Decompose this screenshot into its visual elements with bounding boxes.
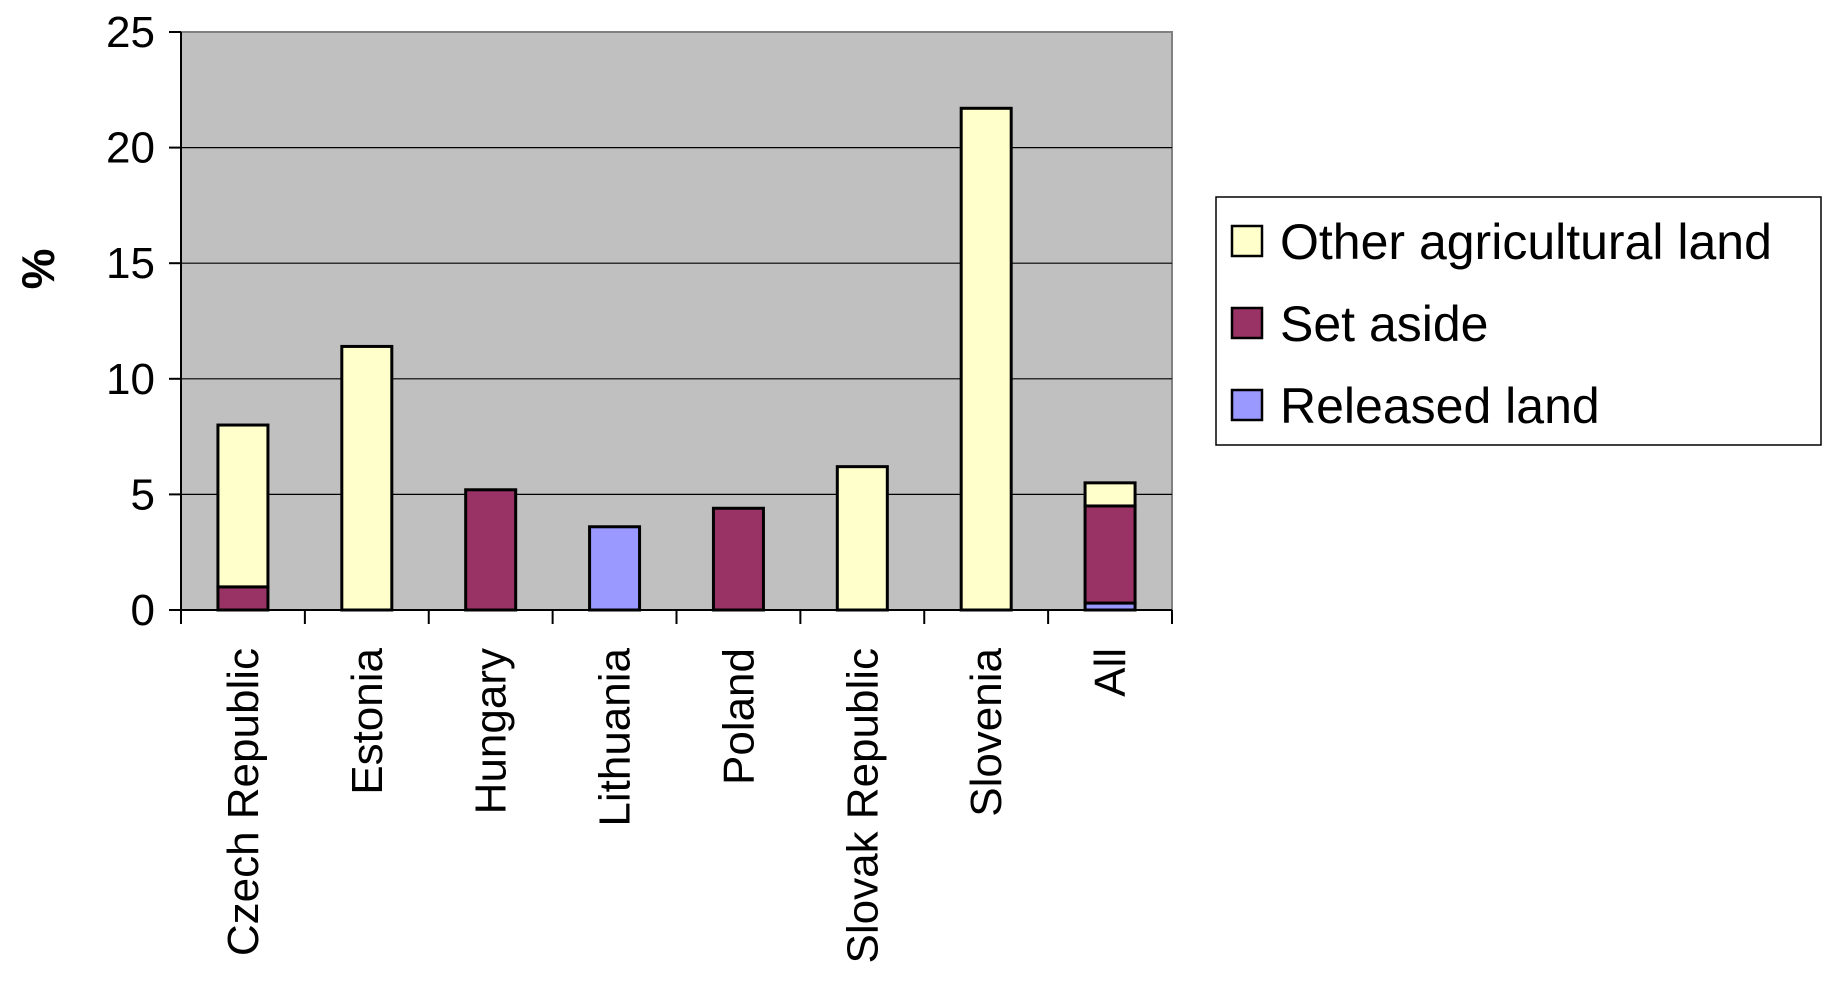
- legend-label: Set aside: [1280, 296, 1488, 352]
- x-tick-label: Poland: [714, 648, 763, 785]
- bar-segment: [1083, 504, 1137, 605]
- bars: [216, 106, 1137, 612]
- y-axis-label: %: [12, 249, 64, 290]
- bar-segment: [216, 423, 270, 589]
- x-tick-label: Estonia: [343, 647, 392, 794]
- legend-label: Released land: [1280, 378, 1600, 434]
- plot-area: [180, 31, 1173, 611]
- bar-segment: [959, 106, 1013, 612]
- x-tick-label: Slovenia: [962, 647, 1011, 816]
- y-tick-label: 10: [106, 355, 155, 404]
- y-tick-label: 5: [131, 470, 155, 519]
- bar-segment: [835, 465, 889, 612]
- y-tick-label: 20: [106, 124, 155, 173]
- bar-segment: [216, 585, 270, 612]
- legend-swatch: [1230, 224, 1264, 258]
- x-tick-labels: Czech Republic Estonia Hungary Lithuania Pol…: [219, 647, 1135, 963]
- legend-label: Other agricultural land: [1280, 214, 1772, 270]
- x-tick-label: Lithuania: [591, 647, 640, 826]
- x-tick-label: Czech Republic: [219, 648, 268, 956]
- legend-swatch: [1230, 306, 1264, 340]
- bar-segment: [588, 525, 642, 612]
- x-tick-label: All: [1086, 648, 1135, 697]
- y-tick-labels: 0 5 10 15 20 25: [106, 8, 155, 635]
- bar-segment: [711, 506, 765, 612]
- axes: [169, 31, 1173, 624]
- bar-segment: [464, 488, 518, 612]
- x-tick-label: Hungary: [467, 648, 516, 814]
- y-tick-label: 15: [106, 239, 155, 288]
- x-tick-label: Slovak Republic: [838, 648, 887, 964]
- legend-swatch: [1230, 388, 1264, 422]
- y-tick-label: 0: [131, 586, 155, 635]
- bar-segment: [1083, 481, 1137, 508]
- bar-segment: [340, 344, 394, 612]
- legend-box: [1215, 196, 1822, 446]
- legend: Other agricultural land Set aside Released…: [1215, 196, 1822, 446]
- y-tick-label: 25: [106, 8, 155, 57]
